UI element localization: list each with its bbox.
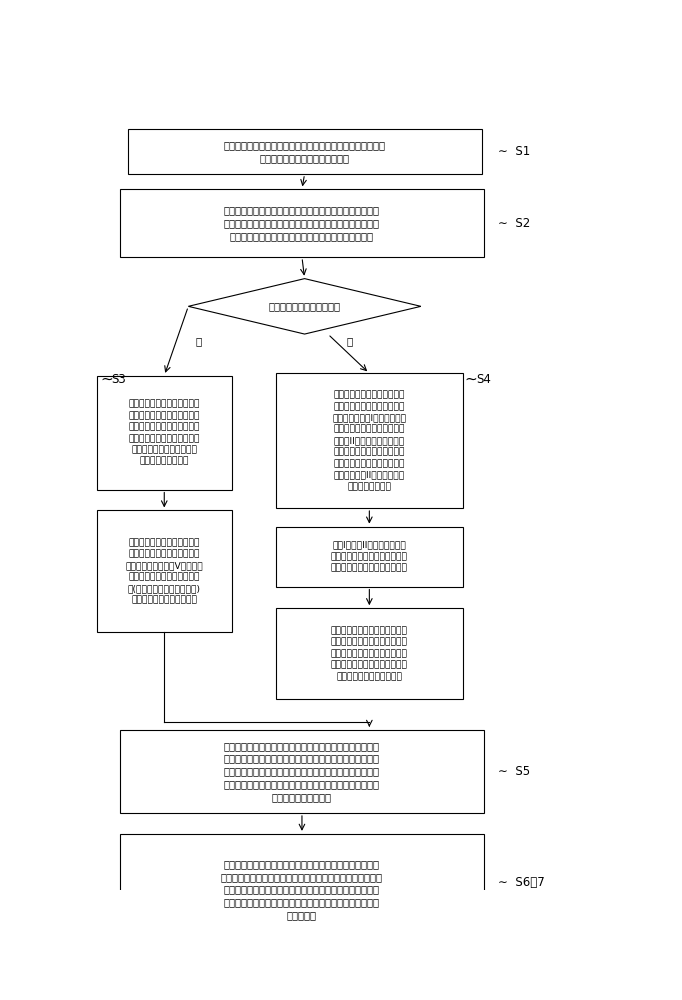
Bar bbox=[119, 834, 484, 945]
Text: ∼  S6，7: ∼ S6，7 bbox=[498, 876, 544, 889]
Text: 地层界面产状变化是否明显: 地层界面产状变化是否明显 bbox=[269, 301, 340, 311]
Text: 针对潜山内幕不同目的层界面，按照地层时代由新到老顺序
在潜山顶部不整合面构造底图上绘制其相应地质界线，当潜
山内部含有其它不整合接触或岩体侵入接触时，则先绘制潜: 针对潜山内幕不同目的层界面，按照地层时代由新到老顺序 在潜山顶部不整合面构造底图… bbox=[224, 741, 380, 802]
Text: 是: 是 bbox=[346, 336, 353, 346]
Text: 运用常规地震解释软件，编制地下地质图的制图底图，通常为
某研究区潜山顶部不整合面构造图: 运用常规地震解释软件，编制地下地质图的制图底图，通常为 某研究区潜山顶部不整合面… bbox=[224, 140, 385, 163]
Bar bbox=[276, 608, 463, 699]
Text: ∼  S1: ∼ S1 bbox=[498, 145, 530, 158]
Bar bbox=[128, 129, 481, 174]
Text: 选择反射质量相对好的一系列
地震剖面，拾取地层界面与不
整合面的交点（I类点）和除交
点外的地层产状变化明显的控
制点（II类点），根据地震解
释的视产状，确定: 选择反射质量相对好的一系列 地震剖面，拾取地层界面与不 整合面的交点（I类点）和… bbox=[332, 390, 406, 491]
Text: 寻找目的层界面和制图不整合面
构造等值线交点，确定潜山内幕
地层界面在不整合面上的一系列
出露点，进一步得到该地层界面
在地下地质图上的地质界线: 寻找目的层界面和制图不整合面 构造等值线交点，确定潜山内幕 地层界面在不整合面上… bbox=[331, 626, 408, 681]
Text: ∼  S2: ∼ S2 bbox=[498, 217, 530, 230]
Text: 根据I类点和II类点提供的目的
层界面产状和深度信息，借助放
线距法，绘制目的层界面构造图: 根据I类点和II类点提供的目的 层界面产状和深度信息，借助放 线距法，绘制目的层… bbox=[331, 541, 408, 573]
Text: 否: 否 bbox=[196, 336, 202, 346]
Bar bbox=[119, 730, 484, 813]
Text: ∼: ∼ bbox=[464, 372, 477, 387]
Text: 通过解释选择的主干地震剖面，分析制图不整合面下伏地层
或潜山内幕地层的构造变化复杂程度和不同地层的产状变化
情况，确定地层产状相对稳定区域和产状变化明显区域: 通过解释选择的主干地震剖面，分析制图不整合面下伏地层 或潜山内幕地层的构造变化复… bbox=[224, 205, 380, 241]
Bar bbox=[276, 373, 463, 508]
Bar bbox=[97, 510, 232, 632]
Bar bbox=[97, 376, 232, 490]
Text: 综合考虑潜山内幕构造演化特征，结合钻井或录井资料得到
的制图不整合面下伏地层岩性和时代信息，修改、完善所绘制
的各地层界面地质界线，使各地质界线在地下地质图上的: 综合考虑潜山内幕构造演化特征，结合钻井或录井资料得到 的制图不整合面下伏地层岩性… bbox=[221, 859, 383, 920]
Text: 运用放线距法确定出该地层界
面在制图不整合面上的一系列
出露点，进一步参考V字型法则
确定该地层界面在产状稳定区
域(某一断块区或整个制图区)
内地下地质图上的: 运用放线距法确定出该地层界 面在制图不整合面上的一系列 出露点，进一步参考V字型… bbox=[125, 538, 203, 604]
Text: ∼: ∼ bbox=[100, 372, 113, 387]
Text: 选择解释一条关键性地震剖面
，确定该地层界面在不整合面
上的一个出露点；根据地震解
释所得到的地层界面视产状，
运用作图法确定该地层界面
在出露点处的真产状: 选择解释一条关键性地震剖面 ，确定该地层界面在不整合面 上的一个出露点；根据地震… bbox=[128, 399, 200, 466]
Text: S3: S3 bbox=[112, 373, 126, 386]
Text: S4: S4 bbox=[477, 373, 491, 386]
Bar bbox=[119, 189, 484, 257]
Text: ∼  S5: ∼ S5 bbox=[498, 765, 530, 778]
Polygon shape bbox=[188, 279, 421, 334]
Bar bbox=[276, 527, 463, 587]
